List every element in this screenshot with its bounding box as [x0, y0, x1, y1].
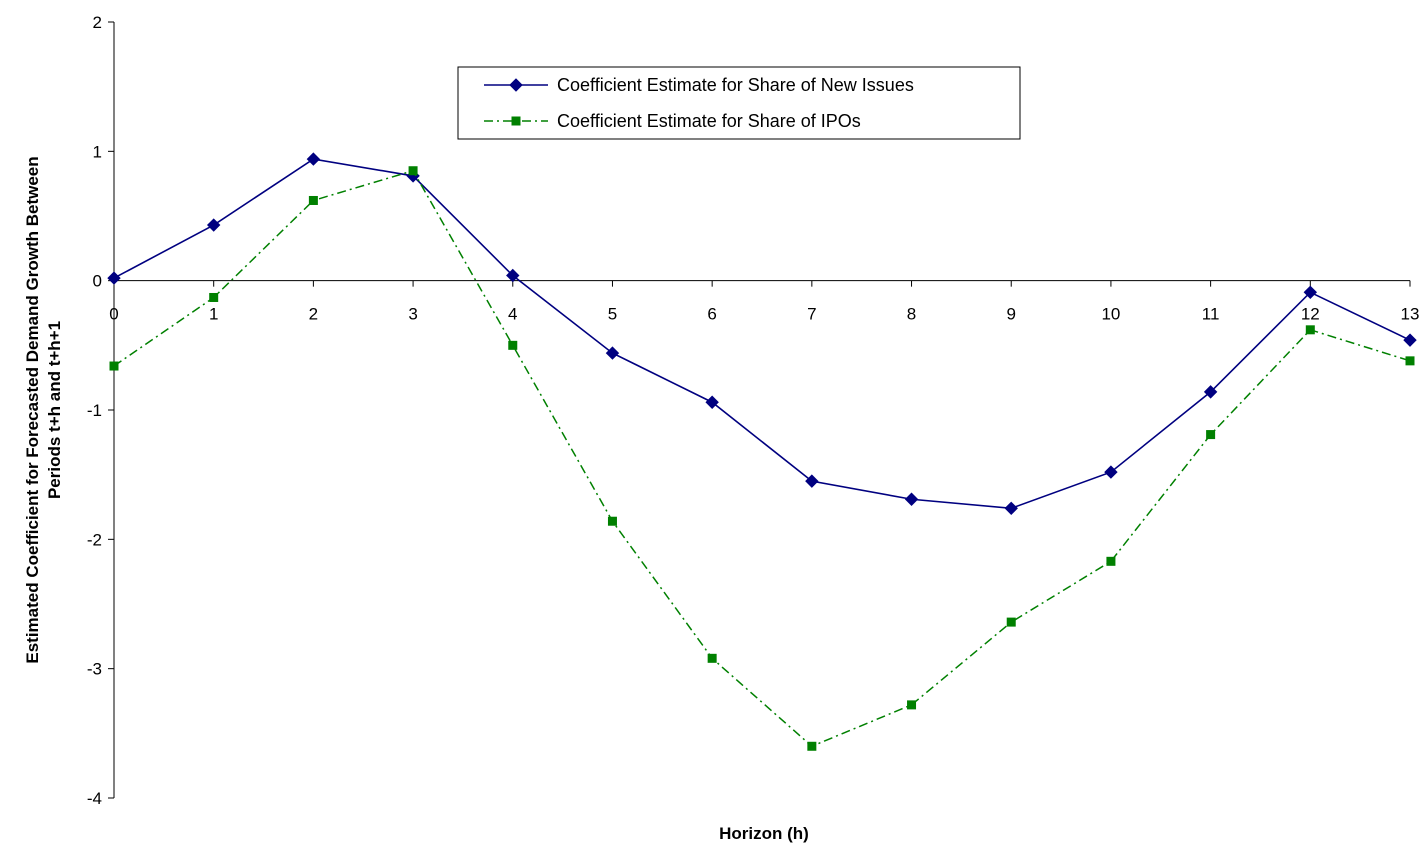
data-point-new-issues — [206, 218, 221, 232]
legend-label-new-issues: Coefficient Estimate for Share of New Is… — [557, 75, 914, 95]
y-tick-label: 0 — [93, 272, 102, 291]
y-tick-label: 2 — [93, 13, 102, 32]
data-point-new-issues — [306, 152, 321, 166]
data-point-ipos — [508, 340, 518, 350]
data-point-ipos — [1106, 556, 1116, 566]
data-point-ipos — [1006, 617, 1016, 627]
data-point-ipos — [408, 166, 418, 176]
series-line-ipos — [113, 169, 1411, 748]
data-point-ipos — [1206, 430, 1216, 440]
data-point-ipos — [607, 516, 617, 526]
x-axis-title: Horizon (h) — [719, 824, 809, 843]
x-tick-label: 5 — [608, 305, 617, 324]
data-point-ipos — [907, 700, 917, 710]
data-point-new-issues — [904, 492, 919, 506]
series-layer — [107, 152, 1417, 751]
data-point-ipos — [1305, 325, 1315, 335]
x-tick-label: 4 — [508, 305, 517, 324]
data-point-new-issues — [805, 474, 819, 488]
axes: 210-1-2-3-40 1 2 3 4 5 6 7 8 9 10 11 12 13 — [87, 13, 1420, 808]
x-tick-label: 10 — [1101, 305, 1120, 324]
data-point-new-issues — [1303, 285, 1318, 300]
x-tick-label: 0 — [109, 305, 118, 324]
x-tick-label: 13 — [1401, 305, 1420, 324]
legend: Coefficient Estimate for Share of New Is… — [457, 66, 1021, 140]
data-point-ipos — [308, 195, 318, 205]
legend-label-ipos: Coefficient Estimate for Share of IPOs — [557, 111, 861, 131]
data-point-new-issues — [1004, 501, 1018, 516]
data-point-ipos — [109, 361, 119, 371]
data-point-new-issues — [605, 346, 620, 360]
data-point-new-issues — [705, 395, 719, 409]
data-point-new-issues — [506, 268, 520, 283]
data-point-new-issues — [107, 271, 121, 285]
x-tick-label: 9 — [1006, 305, 1015, 324]
data-point-new-issues — [1203, 385, 1218, 399]
legend-marker-ipos — [511, 116, 521, 126]
x-tick-label: 11 — [1202, 305, 1220, 324]
legend-box — [457, 66, 1021, 140]
legend-marker-new-issues — [509, 78, 523, 92]
data-point-new-issues — [1403, 333, 1417, 347]
y-tick-label: 1 — [93, 142, 102, 161]
x-tick-label: 3 — [408, 305, 417, 324]
y-axis-title-line2: Periods t+h and t+h+1 — [45, 321, 64, 499]
data-point-ipos — [209, 292, 219, 302]
x-tick-label: 1 — [209, 305, 218, 324]
series-line-new-issues — [113, 158, 1411, 510]
x-tick-label: 6 — [707, 305, 716, 324]
data-point-ipos — [707, 653, 717, 663]
y-axis-title: Estimated Coefficient for Forecasted Dem… — [23, 156, 64, 663]
y-tick-label: -1 — [87, 401, 102, 420]
x-tick-label: 2 — [309, 305, 318, 324]
x-tick-label: 8 — [907, 305, 916, 324]
data-point-new-issues — [1104, 465, 1118, 479]
x-tick-label: 7 — [807, 305, 816, 324]
data-point-ipos — [807, 741, 817, 751]
y-axis-title-line1: Estimated Coefficient for Forecasted Dem… — [23, 156, 42, 663]
y-tick-label: -4 — [87, 789, 102, 808]
x-tick-label: 12 — [1301, 305, 1320, 324]
y-tick-label: -2 — [87, 530, 102, 549]
y-tick-label: -3 — [87, 660, 102, 679]
data-point-ipos — [1405, 356, 1415, 366]
